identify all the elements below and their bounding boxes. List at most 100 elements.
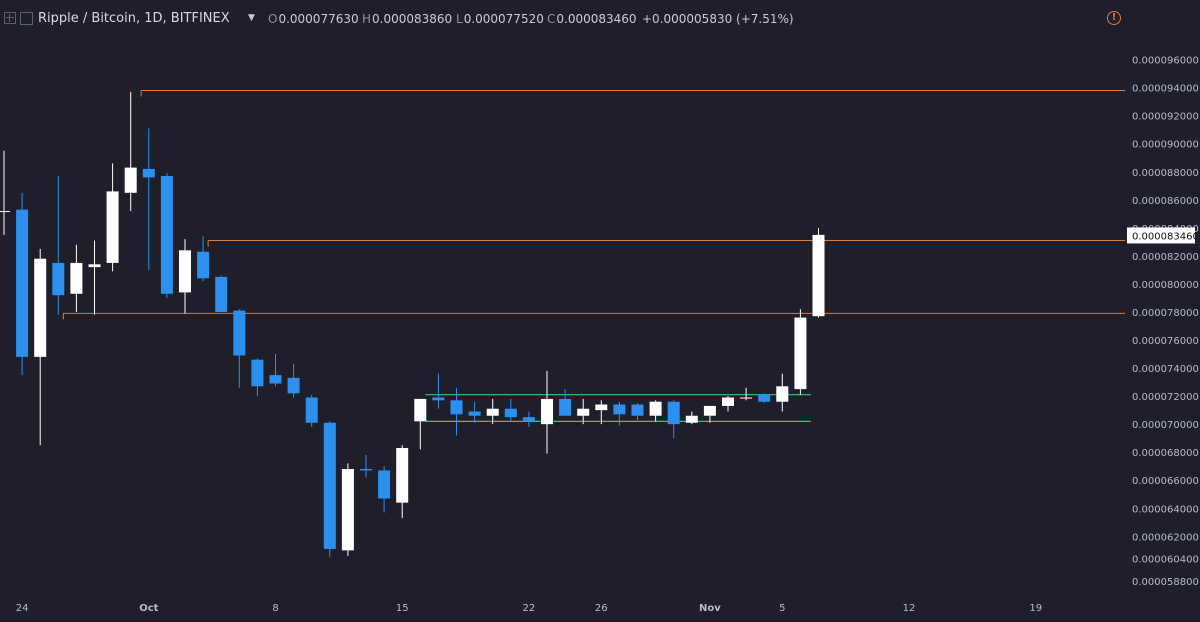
candle[interactable]: [414, 398, 427, 450]
candle-body: [468, 411, 481, 416]
ohlc-low: L0.000077520: [456, 12, 544, 26]
candle-body: [70, 262, 83, 294]
time-tick-label: 8: [272, 603, 278, 614]
candle[interactable]: [179, 239, 191, 314]
price-change: +0.000005830 (+7.51%): [642, 12, 794, 26]
candle[interactable]: [776, 373, 789, 412]
candle[interactable]: [360, 454, 372, 478]
candle-body: [215, 276, 228, 312]
candle-body: [559, 398, 572, 416]
candle-body: [341, 469, 354, 551]
candle[interactable]: [649, 400, 662, 422]
candle[interactable]: [703, 405, 716, 423]
candle[interactable]: [396, 445, 409, 519]
time-tick-label: 12: [903, 603, 916, 614]
price-tick-label: 0.000088000: [1132, 168, 1199, 179]
price-tick-label: 0.000090000: [1132, 140, 1199, 151]
time-tick-label: 22: [523, 603, 536, 614]
candle-body: [233, 310, 246, 356]
candle-body: [703, 405, 716, 416]
candle-body: [287, 377, 300, 394]
candle[interactable]: [613, 401, 626, 426]
candle[interactable]: [577, 398, 590, 425]
candle[interactable]: [450, 387, 463, 436]
price-axis[interactable]: 0.000096000 0.000094000 0.000092000 0.00009…: [1127, 56, 1199, 589]
candle-body: [142, 168, 155, 178]
candle-body: [613, 404, 626, 415]
candle-body: [34, 258, 47, 357]
time-tick-label: 15: [396, 603, 409, 614]
candle[interactable]: [486, 398, 499, 425]
candle-body: [0, 211, 10, 213]
candle[interactable]: [685, 411, 698, 425]
candle-body: [722, 397, 734, 406]
candle[interactable]: [559, 389, 572, 416]
candle[interactable]: [160, 173, 173, 298]
price-tick-label: 0.000078000: [1132, 308, 1199, 319]
candle-body: [595, 404, 608, 411]
ohlc-open: O0.000077630: [268, 12, 359, 26]
candle[interactable]: [758, 393, 771, 404]
candle[interactable]: [88, 240, 101, 315]
candle-body: [450, 400, 463, 415]
price-tick-label: 0.000096000: [1132, 56, 1199, 67]
candle[interactable]: [794, 309, 807, 395]
ohlc-close: C0.000083460: [547, 12, 637, 26]
price-tick-label: 0.000068000: [1132, 448, 1199, 459]
candle[interactable]: [52, 175, 65, 315]
candle[interactable]: [323, 421, 336, 558]
candle[interactable]: [197, 236, 210, 282]
candle[interactable]: [631, 403, 644, 420]
candle[interactable]: [251, 358, 264, 397]
candles: [0, 91, 825, 558]
candle-body: [522, 417, 535, 422]
candle[interactable]: [142, 128, 155, 270]
high-value: 0.000083860: [372, 12, 453, 26]
open-label: O: [268, 12, 278, 26]
candle[interactable]: [34, 248, 47, 446]
candle[interactable]: [522, 411, 535, 427]
candle[interactable]: [16, 192, 29, 376]
candle[interactable]: [233, 309, 246, 388]
candle-body: [812, 234, 825, 317]
candle[interactable]: [305, 394, 318, 427]
chevron-down-icon[interactable]: ▼: [248, 13, 255, 23]
candle[interactable]: [541, 370, 553, 454]
candle[interactable]: [722, 396, 734, 412]
last-price-tag: 0.000083460: [1127, 227, 1199, 244]
candle[interactable]: [341, 463, 354, 556]
candle[interactable]: [378, 466, 391, 513]
price-tick-label: 0.000070000: [1132, 420, 1199, 431]
expand-icon[interactable]: [4, 12, 16, 24]
candle[interactable]: [468, 401, 481, 423]
candle[interactable]: [432, 373, 445, 409]
price-tick-label: 0.000074000: [1132, 364, 1199, 375]
open-value: 0.000077630: [278, 12, 359, 26]
price-tick-label: 0.000066000: [1132, 476, 1199, 487]
candle[interactable]: [740, 387, 753, 401]
candle-body: [323, 422, 336, 549]
candle[interactable]: [667, 400, 680, 439]
candle-body: [16, 209, 29, 357]
candle[interactable]: [215, 275, 228, 312]
time-axis[interactable]: 24 Oct 8 15 22 26 Nov 5 12 19: [16, 603, 1042, 614]
candle[interactable]: [812, 227, 825, 318]
symbol-title[interactable]: Ripple / Bitcoin, 1D, BITFINEX: [38, 11, 230, 26]
candle[interactable]: [269, 354, 282, 387]
candle[interactable]: [595, 400, 608, 425]
candle[interactable]: [124, 91, 137, 212]
warning-icon[interactable]: !: [1107, 11, 1121, 25]
candle[interactable]: [70, 244, 83, 312]
price-tick-label: 0.000082000: [1132, 252, 1199, 263]
candle[interactable]: [106, 163, 119, 272]
candle[interactable]: [287, 363, 300, 398]
candle-body: [378, 470, 391, 499]
candle[interactable]: [504, 398, 517, 422]
candle-body: [541, 398, 553, 425]
candle-body: [504, 408, 517, 418]
price-tick-label: 0.000062000: [1132, 532, 1199, 543]
price-tick-label: 0.000064000: [1132, 504, 1199, 515]
candle[interactable]: [0, 150, 10, 235]
